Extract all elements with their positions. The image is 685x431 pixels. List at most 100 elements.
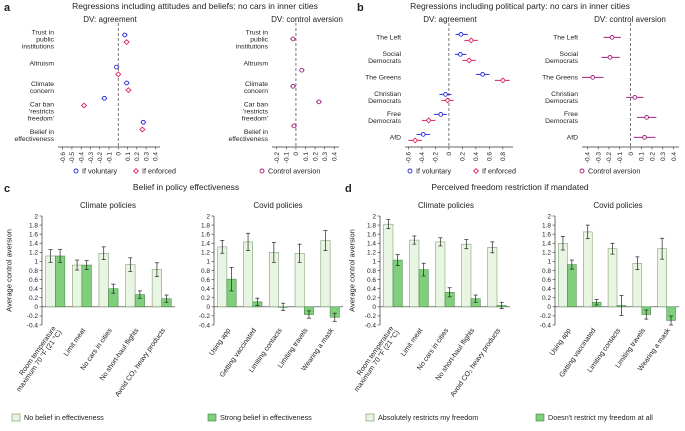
- point-a1-0: [316, 99, 322, 105]
- y-tick-label-c0: 1.2: [29, 250, 38, 257]
- label-line: public: [250, 37, 268, 44]
- x-tick-label-a1: -0.2: [274, 152, 281, 164]
- panel-letter-a: a: [4, 2, 11, 14]
- category-label-c1: Using app: [208, 327, 232, 357]
- y-tick-label-d0: 1.4: [367, 241, 376, 248]
- category-label-a1: Belief in effectiveness: [228, 129, 268, 143]
- label-line: Democrats: [368, 118, 401, 125]
- y-tick-label-c0: 0.4: [29, 286, 38, 293]
- x-tick-label-b0: 0: [446, 152, 453, 156]
- legend-marker-b0: [407, 168, 413, 174]
- x-tick-label-b0: 0.2: [460, 152, 467, 161]
- label-line: Free: [564, 111, 578, 118]
- x-tick-label-a0: -0.2: [97, 152, 104, 164]
- category-label-b1: AfD: [567, 135, 578, 142]
- x-tick-label-b1: 0.3: [660, 152, 667, 161]
- label-line: concern: [244, 88, 268, 95]
- label-line: Limit meat: [63, 327, 87, 358]
- category-label-b0: Christian Democrats: [368, 91, 401, 105]
- category-label-d0: Avoid CO₂ heavy products: [450, 327, 503, 399]
- y-tick-label-d0: -0.2: [365, 313, 377, 320]
- point-b0-0: [480, 72, 485, 77]
- x-tick-label-a1: 0: [293, 152, 300, 156]
- panel-letter-b: b: [357, 2, 364, 14]
- y-tick-label-d0: 1.2: [367, 250, 376, 257]
- point-b0-0: [420, 132, 426, 137]
- panel-letter-d: d: [345, 183, 352, 195]
- label-line: The Greens: [542, 75, 578, 82]
- x-tick-label-b1: -0.1: [617, 152, 624, 164]
- x-tick-label-b0: -0.6: [406, 152, 413, 164]
- point-b0-1: [468, 37, 475, 44]
- label-line: Car ban: [244, 102, 268, 109]
- y-tick-label-c0: 2: [34, 213, 38, 220]
- legend-label-d1: Doesn't restrict my freedom at all: [548, 413, 653, 422]
- y-tick-label-c1: -0.2: [199, 313, 211, 320]
- category-label-b0: Free Democrats: [368, 111, 401, 125]
- x-tick-label-b0: 0.8: [500, 152, 507, 161]
- bar-c1-0: [243, 241, 253, 308]
- point-b0-1: [444, 97, 451, 104]
- y-axis-label-d: Average control aversion: [348, 229, 357, 312]
- label-line: public: [36, 37, 54, 44]
- x-tick-label-a0: -0.6: [60, 152, 67, 164]
- point-a0-1: [115, 71, 122, 78]
- bar-d0-1: [392, 259, 403, 308]
- y-tick-label-d1: 1: [547, 259, 551, 266]
- y-tick-label-c0: 1: [34, 259, 38, 266]
- x-tick-label-a1: 0.3: [322, 152, 329, 161]
- label-line: Christian: [374, 91, 401, 98]
- y-tick-label-d1: 0.8: [542, 268, 551, 275]
- category-label-a0: Climate concern: [30, 81, 54, 95]
- point-b1-0: [632, 95, 638, 100]
- category-label-b0: The Left: [376, 35, 401, 42]
- label-line: Avoid CO₂ heavy products: [114, 327, 167, 399]
- x-tick-label-a0: -0.1: [106, 152, 113, 164]
- label-line: Avoid CO₂ heavy products: [450, 327, 503, 399]
- y-tick-label-c0: 0.6: [29, 277, 38, 284]
- point-a0-0: [124, 80, 129, 86]
- legend-marker-a0: [73, 168, 79, 174]
- y-axis-label-c: Average control aversion: [5, 229, 14, 312]
- x-tick-label-b0: 0.6: [487, 152, 494, 161]
- y-tick-label-c1: 1: [206, 259, 210, 266]
- bar-d0-0: [461, 243, 472, 308]
- panel-title-c: Belief in policy effectiveness: [133, 182, 239, 192]
- subplot-title-d1: Covid policies: [593, 201, 642, 210]
- label-line: Free: [387, 111, 401, 118]
- label-line: maximum 70 °F (21 °C): [15, 329, 64, 394]
- category-label-a1: Trust in public institutions: [236, 30, 269, 51]
- y-tick-label-d1: 2: [547, 213, 551, 220]
- y-tick-label-d0: 1.8: [367, 222, 376, 229]
- y-tick-label-c1: 1.6: [201, 231, 210, 238]
- label-line: 'restricts: [243, 109, 269, 116]
- legend-swatch-d1: [535, 413, 545, 422]
- subplot-title-a0: DV: agreement: [83, 15, 137, 24]
- panel-letter-c: c: [4, 183, 10, 195]
- y-tick-label-d0: 1.6: [367, 231, 376, 238]
- x-tick-label-b1: -0.4: [585, 152, 592, 164]
- y-tick-label-d0: 0.8: [367, 268, 376, 275]
- subplot-title-d0: Climate policies: [418, 201, 474, 210]
- bar-c0-0: [98, 252, 109, 308]
- label-line: Social: [559, 51, 578, 58]
- category-label-a0: Altruism: [29, 61, 54, 68]
- subplot-title-c1: Covid policies: [253, 201, 302, 210]
- label-line: Democrats: [545, 58, 578, 65]
- point-b0-1: [466, 57, 473, 64]
- label-line: 'restricts: [29, 109, 55, 116]
- x-tick-label-b0: 0.4: [473, 152, 480, 161]
- legend-swatch-c1: [207, 413, 217, 422]
- legend-marker-b2: [579, 168, 585, 174]
- y-tick-label-d0: -0.4: [365, 322, 377, 329]
- category-label-b1: Christian Democrats: [545, 91, 578, 105]
- point-a0-0: [102, 95, 107, 101]
- category-label-b0: Social Democrats: [368, 51, 401, 65]
- bar-d0-0: [383, 223, 394, 308]
- y-tick-label-d0: 1: [372, 259, 376, 266]
- category-label-a1: Climate concern: [244, 81, 268, 95]
- x-tick-label-b0: -0.4: [419, 152, 426, 164]
- y-tick-label-c1: 0.4: [201, 286, 210, 293]
- legend-label-a2: Control aversion: [268, 167, 320, 176]
- y-tick-label-d1: 1.2: [542, 250, 551, 257]
